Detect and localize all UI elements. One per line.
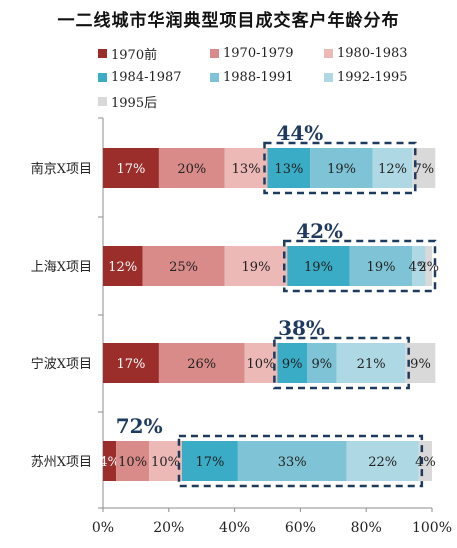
data-label: 19% [304,260,333,275]
data-label: 17% [117,357,146,372]
data-label: 26% [187,357,216,372]
annotation-label: 38% [278,316,325,340]
legend-swatch [210,72,219,82]
x-tick-label: 60% [285,520,316,536]
bar-segment [412,246,426,286]
bar-segment [425,246,432,286]
bar-segment [412,148,436,188]
legend-item: 1988-1991 [210,68,294,86]
bar-segment [405,343,436,383]
bar-segment [116,441,150,481]
data-label: 9% [282,357,303,372]
annotation-label: 42% [296,219,343,243]
data-label: 20% [177,162,206,177]
data-label: 22% [368,455,397,470]
legend-swatch [324,48,333,58]
category-label: 苏州X项目 [31,454,92,470]
data-label: 10% [118,455,147,470]
bar-segment [158,343,245,383]
chart-title: 一二线城市华润典型项目成交客户年龄分布 [57,11,400,31]
data-label: 4% [99,455,120,470]
legend-item: 1970-1979 [210,44,294,62]
x-tick-label: 40% [219,520,250,536]
bar-segment [224,148,268,188]
data-label: 19% [367,260,396,275]
legend-swatch [98,72,107,82]
bar-segment [349,246,413,286]
highlight-box [282,239,437,293]
bar-segment [103,343,159,383]
bar-segment [103,148,159,188]
legend-label: 1980-1983 [337,45,408,61]
legend-swatch [324,72,333,82]
data-label: 4% [409,260,430,275]
category-label: 上海X项目 [31,260,92,275]
bar-segment [267,148,311,188]
category-label: 宁波X项目 [31,356,92,372]
category-label: 南京X项目 [31,161,92,177]
legend-item: 1995后 [98,92,158,111]
bar-segment [346,441,419,481]
legend-label: 1970-1979 [223,45,294,61]
data-label: 19% [242,260,271,275]
legend-item: 1984-1987 [98,68,182,86]
legend-swatch [210,48,219,58]
data-label: 10% [151,455,180,470]
bar-segment [277,343,307,383]
bar-segment [244,343,278,383]
data-label: 13% [232,162,261,177]
data-label: 9% [311,357,332,372]
legend-swatch [98,96,107,106]
highlight-box [177,434,424,488]
x-tick-label: 20% [153,520,184,536]
legend-swatch [98,48,107,58]
legend-label: 1992-1995 [337,69,408,85]
bar-segment [372,148,413,188]
bar-segment [287,246,350,286]
bar-segment [158,148,225,188]
x-tick-label: 100% [412,520,452,536]
data-label: 12% [378,162,407,177]
x-tick-label: 80% [351,520,382,536]
bar-segment [142,246,225,286]
data-label: 7% [413,162,434,177]
x-tick-label: 0% [92,520,114,536]
bar-segment [103,246,143,286]
data-label: 17% [195,455,224,470]
bar-segment [181,441,238,481]
legend-label: 1995后 [111,95,158,111]
bar-segment [224,246,288,286]
bar-segment [306,343,337,383]
legend-item: 1992-1995 [324,68,408,86]
legend-label: 1970前 [111,47,158,63]
data-label: 12% [108,260,137,275]
legend-item: 1980-1983 [324,44,408,62]
data-label: 10% [246,357,275,372]
bar-segment [149,441,182,481]
data-label: 25% [169,260,198,275]
data-label: 4% [415,455,436,470]
bar-segment [336,343,406,383]
data-label: 21% [357,357,386,372]
highlight-box [263,141,417,195]
legend-label: 1988-1991 [223,69,294,85]
annotation-label: 72% [116,414,163,438]
data-label: 9% [410,357,431,372]
legend-item: 1970前 [98,44,158,63]
data-label: 33% [278,455,307,470]
bar-segment [310,148,373,188]
bar-segment [237,441,347,481]
bar-segment [103,441,117,481]
legend-label: 1984-1987 [111,69,182,85]
annotation-label: 44% [276,121,323,145]
data-label: 17% [117,162,146,177]
highlight-box [273,336,410,390]
data-label: 19% [327,162,356,177]
data-label: 13% [274,162,303,177]
